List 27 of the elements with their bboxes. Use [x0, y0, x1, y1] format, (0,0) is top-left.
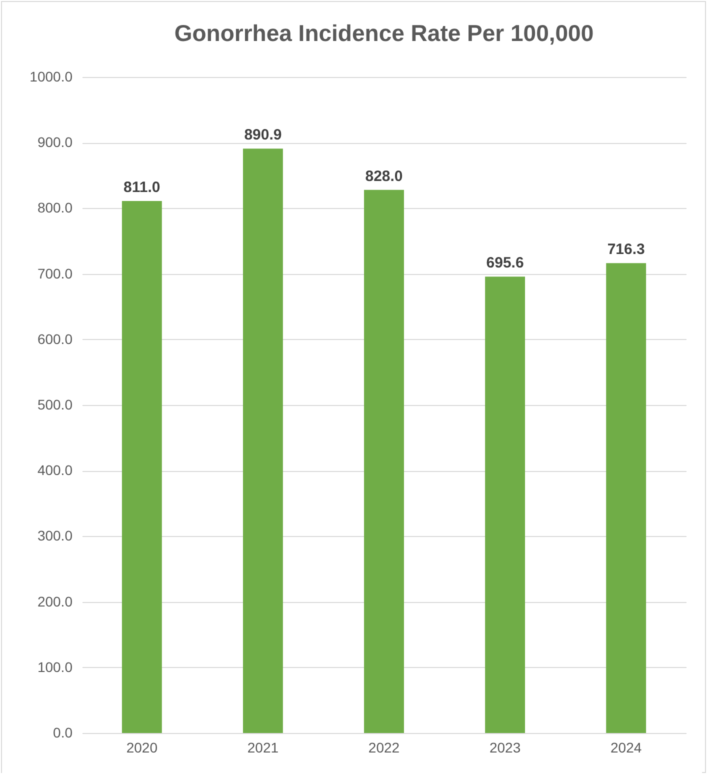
- x-tick-label: 2022: [368, 740, 400, 756]
- data-label: 716.3: [607, 241, 645, 258]
- bar: [364, 190, 404, 733]
- y-tick-label: 800.0: [37, 200, 73, 216]
- y-tick-label: 300.0: [37, 528, 73, 544]
- y-tick-label: 500.0: [37, 396, 73, 412]
- y-tick-label: 200.0: [37, 593, 73, 610]
- y-tick-label: 900.0: [37, 134, 73, 150]
- chart-title: Gonorrhea Incidence Rate Per 100,000: [174, 20, 594, 46]
- y-tick-label: 0.0: [53, 724, 73, 740]
- x-tick-label: 2023: [489, 740, 521, 756]
- x-tick-label: 2024: [610, 740, 642, 756]
- x-tick-label: 2020: [126, 740, 158, 756]
- bar: [242, 148, 283, 733]
- data-label: 828.0: [365, 168, 403, 185]
- y-tick-label: 100.0: [37, 658, 73, 675]
- y-tick-label: 700.0: [37, 265, 73, 282]
- bar: [122, 200, 162, 733]
- bar: [606, 263, 646, 733]
- data-label: 811.0: [124, 178, 160, 196]
- data-label: 695.6: [486, 254, 524, 272]
- x-tick-label: 2021: [247, 740, 279, 756]
- y-tick-label: 600.0: [37, 330, 73, 347]
- y-tick-label: 400.0: [37, 462, 73, 478]
- bar: [485, 276, 526, 733]
- data-label: 890.9: [244, 126, 282, 144]
- y-tick-label: 1000.0: [30, 68, 73, 84]
